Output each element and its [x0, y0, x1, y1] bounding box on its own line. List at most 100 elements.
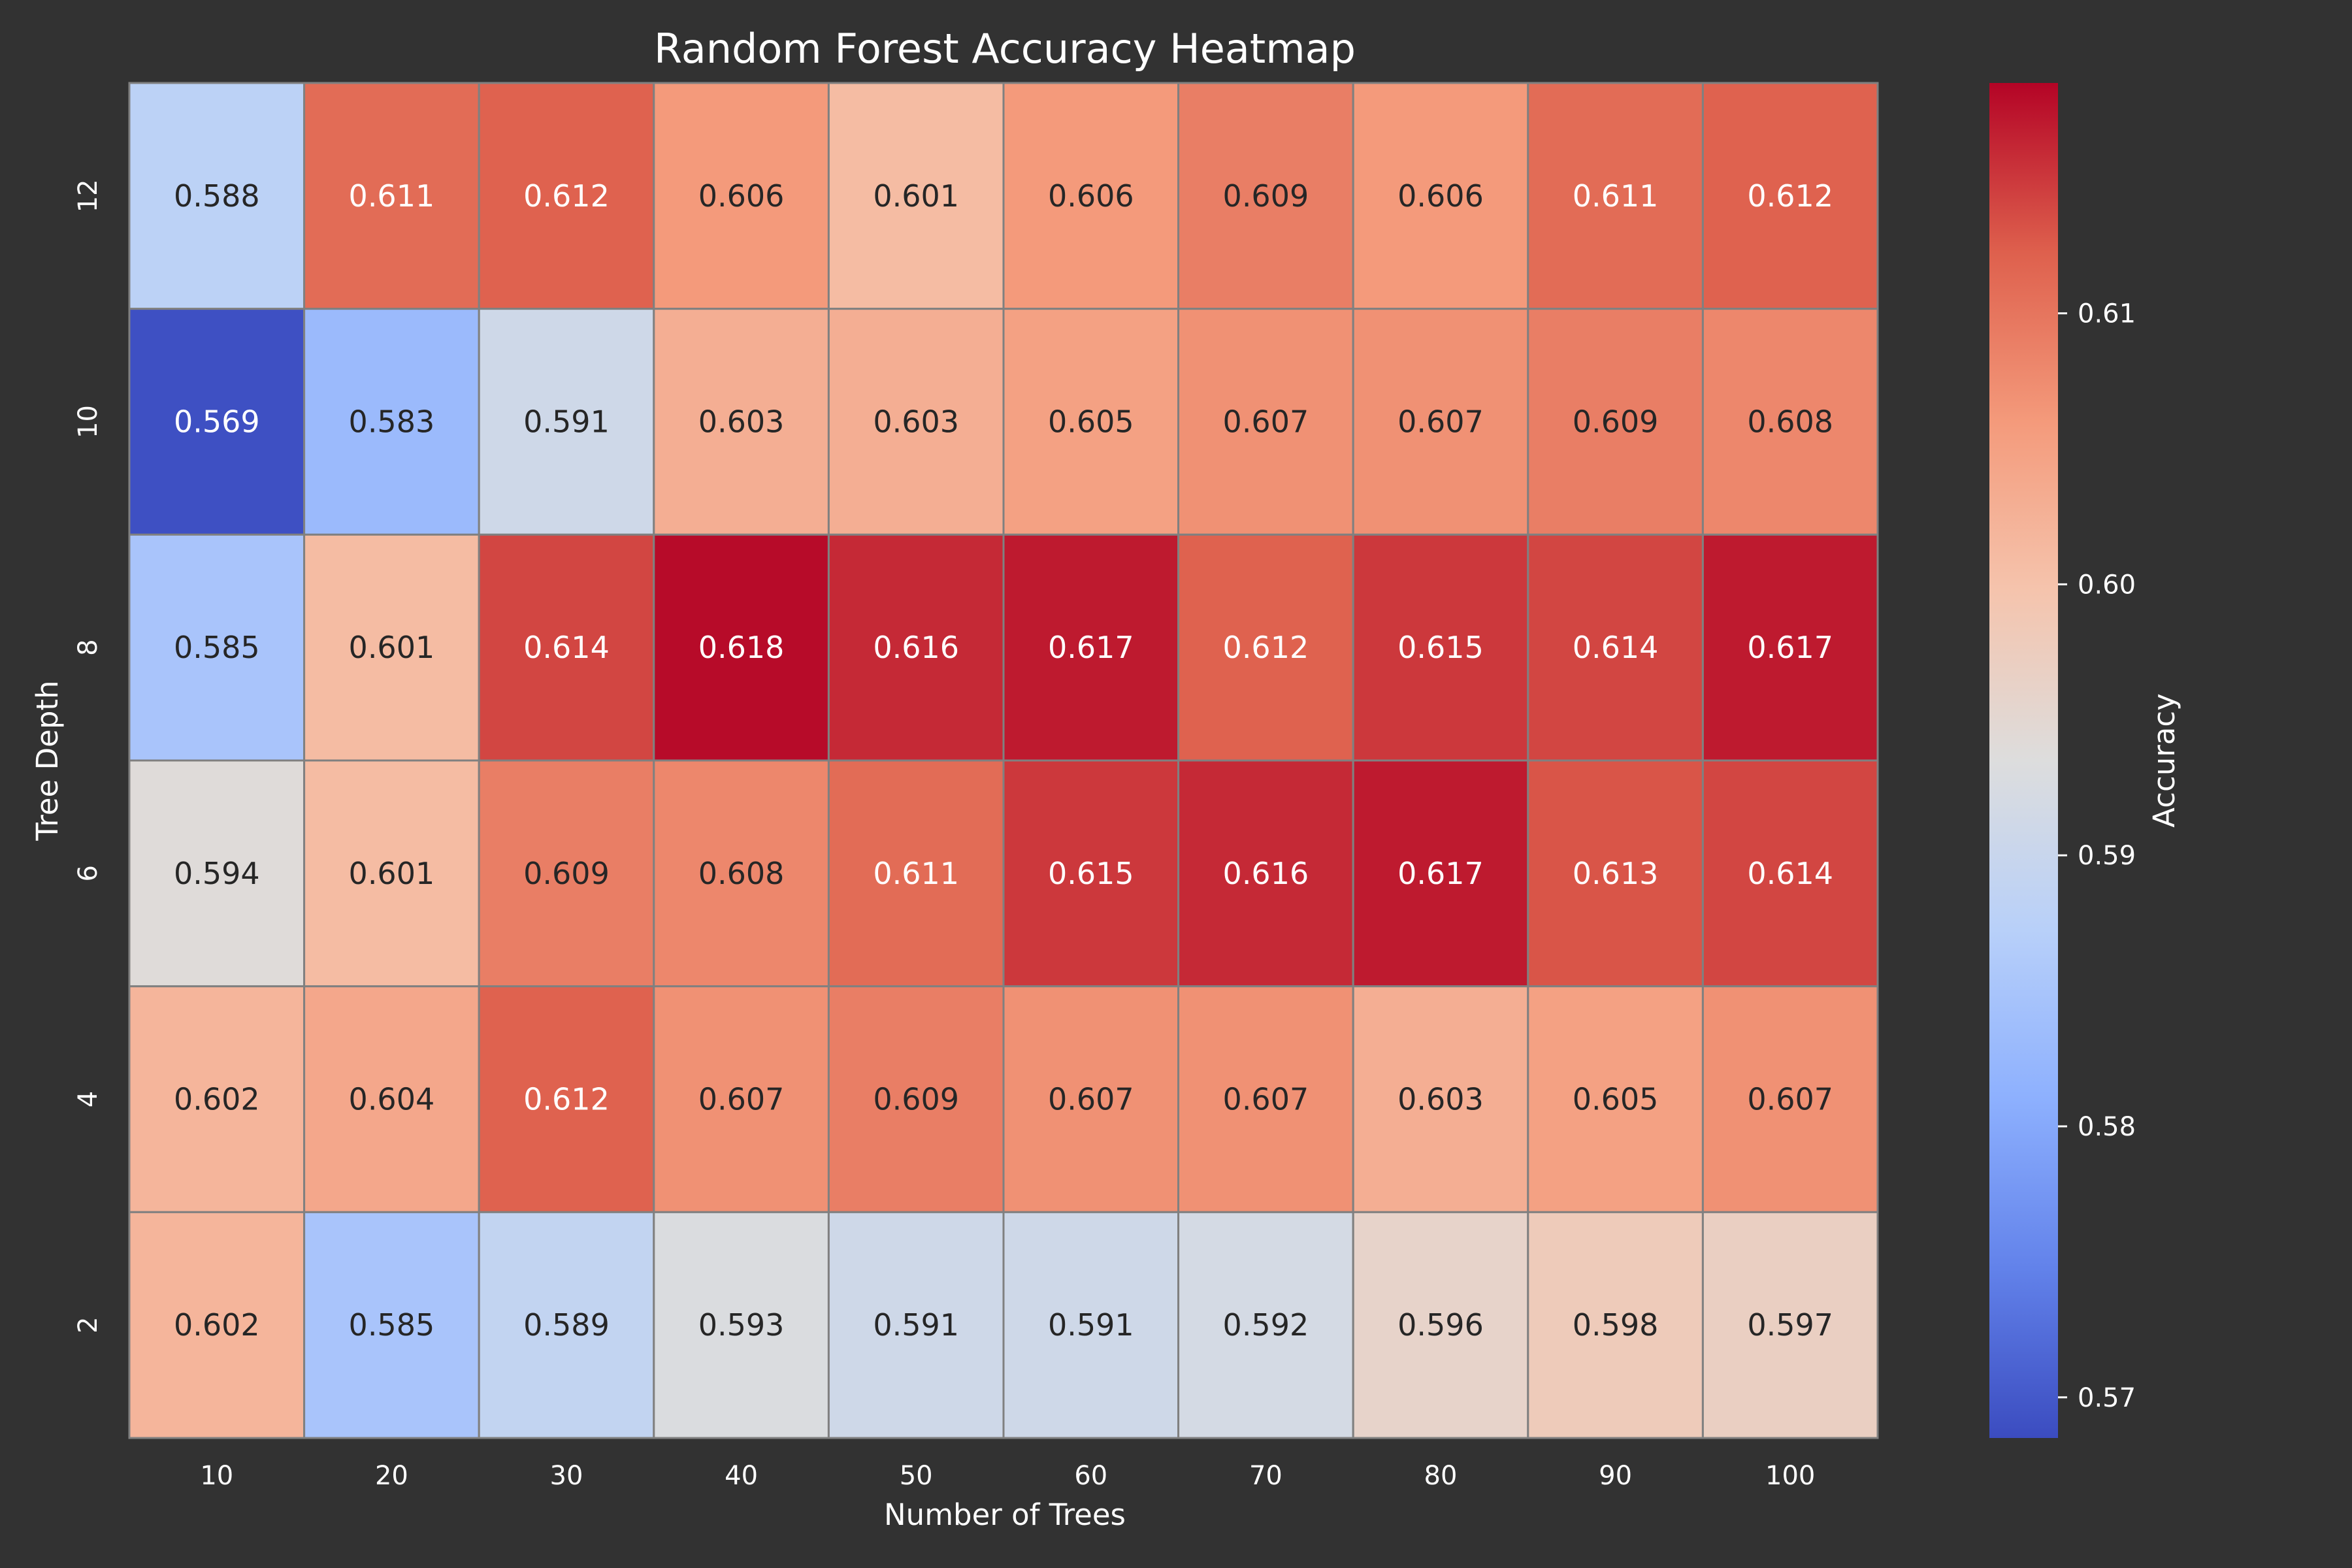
heatmap-cell	[478, 82, 655, 310]
cell-value-label: 0.615	[1397, 630, 1484, 665]
heatmap-cell	[1701, 82, 1879, 310]
cell-value-label: 0.598	[1573, 1307, 1659, 1343]
colorbar-tick-label: 0.58	[2078, 1112, 2136, 1142]
cell-value-label: 0.585	[349, 1307, 435, 1343]
cell-value-label: 0.603	[1397, 1082, 1484, 1117]
heatmap-cell	[303, 533, 480, 762]
cell-value-label: 0.591	[523, 404, 610, 440]
heatmap-cell	[478, 759, 655, 988]
cell-value-label: 0.606	[698, 178, 785, 214]
x-tick-label: 30	[550, 1461, 583, 1491]
cell-value-label: 0.608	[1747, 404, 1833, 440]
heatmap-cell	[128, 82, 306, 310]
cell-value-label: 0.612	[523, 1082, 610, 1117]
heatmap-cell	[1177, 82, 1354, 310]
x-tick-label: 60	[1074, 1461, 1107, 1491]
cell-value-label: 0.612	[523, 178, 610, 214]
cell-value-label: 0.605	[1573, 1082, 1659, 1117]
heatmap-cell	[653, 82, 830, 310]
cell-value-label: 0.617	[1048, 630, 1134, 665]
x-tick-label: 80	[1424, 1461, 1458, 1491]
cell-value-label: 0.608	[698, 856, 785, 891]
heatmap-cell	[1527, 308, 1704, 536]
x-tick-label: 90	[1599, 1461, 1632, 1491]
x-tick-label: 50	[900, 1461, 933, 1491]
heatmap-cell	[1701, 985, 1879, 1213]
cell-value-label: 0.602	[174, 1307, 260, 1343]
cell-value-label: 0.616	[1223, 856, 1309, 891]
chart-title: Random Forest Accuracy Heatmap	[654, 25, 1356, 73]
heatmap-cell	[1002, 1211, 1180, 1439]
cell-value-label: 0.607	[1223, 404, 1309, 440]
y-tick-label: 6	[73, 865, 103, 881]
cell-value-label: 0.609	[523, 856, 610, 891]
heatmap-cell	[653, 308, 830, 536]
cell-value-label: 0.607	[1048, 1082, 1134, 1117]
cell-value-label: 0.607	[1747, 1082, 1833, 1117]
cell-value-label: 0.583	[349, 404, 435, 440]
heatmap-cell	[1701, 533, 1879, 762]
heatmap-cell	[827, 533, 1005, 762]
cell-value-label: 0.613	[1573, 856, 1659, 891]
cell-value-label: 0.606	[1397, 178, 1484, 214]
cell-value-label: 0.616	[873, 630, 959, 665]
heatmap-cell	[1177, 985, 1354, 1213]
cell-value-label: 0.618	[698, 630, 785, 665]
cell-value-label: 0.603	[698, 404, 785, 440]
heatmap-cell	[653, 533, 830, 762]
x-tick-label: 70	[1249, 1461, 1282, 1491]
y-tick-label: 12	[73, 179, 103, 212]
heatmap-cell	[653, 985, 830, 1213]
cell-value-label: 0.591	[873, 1307, 959, 1343]
cell-value-label: 0.593	[698, 1307, 785, 1343]
cell-value-label: 0.604	[349, 1082, 435, 1117]
cell-value-label: 0.617	[1397, 856, 1484, 891]
heatmap-cell	[303, 985, 480, 1213]
cell-value-label: 0.611	[1573, 178, 1659, 214]
y-tick-label: 4	[73, 1091, 103, 1107]
heatmap-cell	[1527, 985, 1704, 1213]
heatmap-cell	[653, 1211, 830, 1439]
heatmap-cell-labels: 0.588 0.611 0.612 0.606 0.601 0.606 0.609 0.606…	[174, 178, 1833, 1343]
cell-value-label: 0.602	[174, 1082, 260, 1117]
cell-value-label: 0.609	[1223, 178, 1309, 214]
cell-value-label: 0.615	[1048, 856, 1134, 891]
x-tick-label: 40	[725, 1461, 758, 1491]
colorbar-ticks: 0.57 0.58 0.59 0.60 0.61	[2058, 299, 2136, 1413]
cell-value-label: 0.605	[1048, 404, 1134, 440]
cell-value-label: 0.614	[1573, 630, 1659, 665]
heatmap-cell	[1002, 985, 1180, 1213]
y-axis-ticks: 12 10 8 6 4 2	[73, 179, 103, 1333]
heatmap-cell	[478, 308, 655, 536]
cell-value-label: 0.596	[1397, 1307, 1484, 1343]
heatmap-cell	[1352, 308, 1529, 536]
cell-value-label: 0.591	[1048, 1307, 1134, 1343]
heatmap-cell	[1177, 1211, 1354, 1439]
heatmap-cell	[303, 308, 480, 536]
heatmap-cell	[128, 533, 306, 762]
heatmap-cell	[1177, 308, 1354, 536]
heatmap-cell	[128, 1211, 306, 1439]
cell-value-label: 0.612	[1747, 178, 1833, 214]
y-tick-label: 10	[73, 405, 103, 438]
heatmap-cell	[1352, 985, 1529, 1213]
heatmap-cell	[128, 985, 306, 1213]
cell-value-label: 0.601	[873, 178, 959, 214]
heatmap-cell	[478, 1211, 655, 1439]
heatmap-cell	[303, 82, 480, 310]
cell-value-label: 0.597	[1747, 1307, 1833, 1343]
heatmap-cell	[653, 759, 830, 988]
heatmap-cell	[1701, 308, 1879, 536]
cell-value-label: 0.607	[698, 1082, 785, 1117]
heatmap-cell	[1002, 308, 1180, 536]
heatmap-cell	[128, 759, 306, 988]
heatmap-cell	[1527, 1211, 1704, 1439]
heatmap-cell	[1527, 533, 1704, 762]
cell-value-label: 0.588	[174, 178, 260, 214]
x-tick-label: 100	[1765, 1461, 1815, 1491]
cell-value-label: 0.601	[349, 630, 435, 665]
heatmap-cell	[1701, 1211, 1879, 1439]
heatmap-cell	[1701, 759, 1879, 988]
cell-value-label: 0.611	[349, 178, 435, 214]
